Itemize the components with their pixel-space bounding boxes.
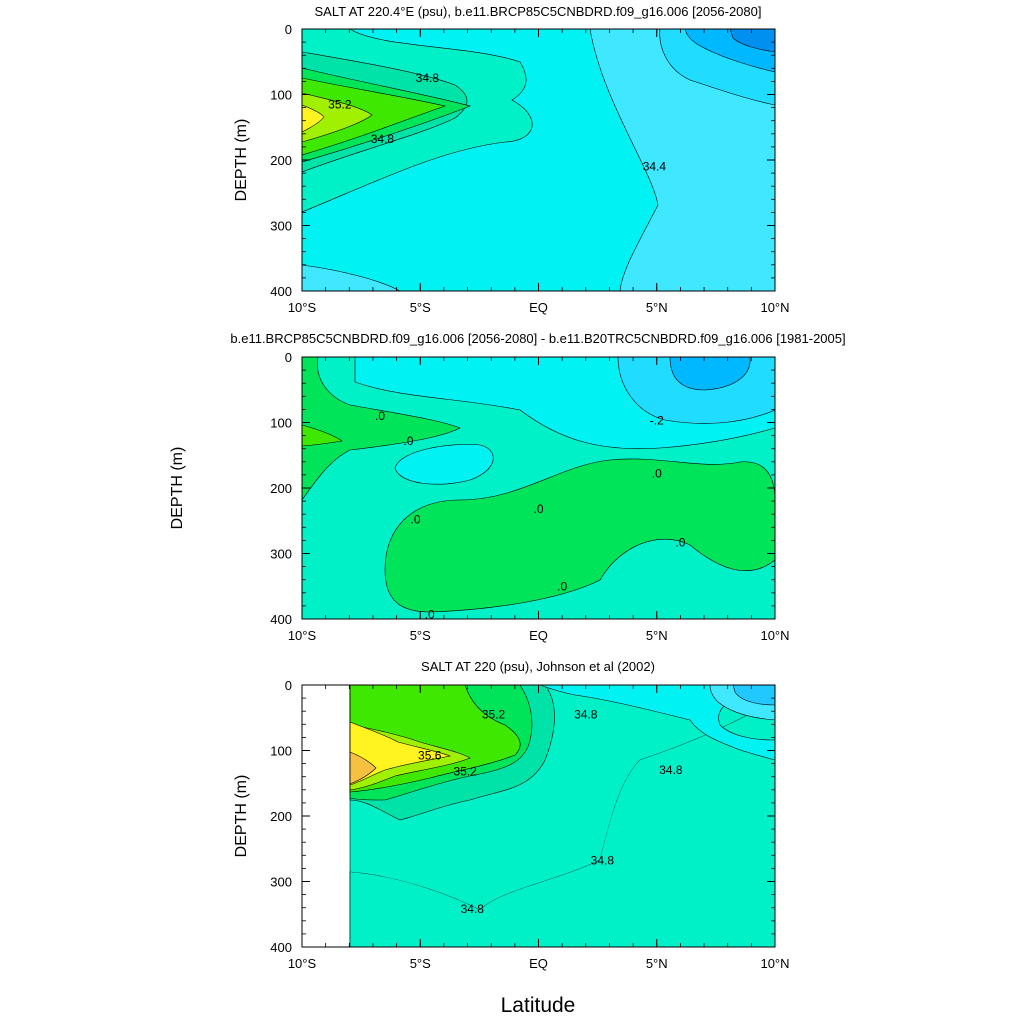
panel-1-ticks: 10°S 5°S EQ 5°N 10°N 0 100 200 300 400	[270, 22, 789, 315]
contour-label: 34.8	[371, 132, 395, 146]
contour-label: .0	[411, 512, 421, 526]
panel-3-contour-labels: 35.2 34.8 35.6 35.2 34.8 34.8 34.8	[418, 707, 683, 916]
y-tick-label: 400	[270, 940, 292, 955]
contour-label: 35.2	[482, 707, 506, 721]
panel-3-title: SALT AT 220 (psu), Johnson et al (2002)	[421, 659, 655, 674]
contour-label: .0	[557, 579, 567, 593]
panel-2-contour-labels: .0 .0 -.2 .0 .0 .0 .0 .0 .0	[375, 409, 686, 621]
y-tick-label: 100	[270, 744, 292, 759]
panel-2-title: b.e11.BRCP85C5CNBDRD.f09_g16.006 [2056-2…	[230, 331, 845, 346]
panel-2-contours: .0 .0 -.2 .0 .0 .0 .0 .0 .0	[302, 357, 775, 621]
contour-label: 34.8	[461, 902, 485, 916]
x-tick-label: 10°S	[288, 300, 317, 315]
contour-label: 35.2	[328, 97, 352, 111]
contour-label: 34.8	[574, 707, 598, 721]
y-tick-label: 200	[270, 809, 292, 824]
x-tick-label: 10°N	[760, 956, 789, 971]
x-tick-label: 5°N	[646, 300, 668, 315]
contour-label: .0	[375, 409, 385, 423]
x-tick-label: 5°S	[410, 300, 431, 315]
panel-1-contours: 34.8 35.2 34.8 34.4	[302, 29, 775, 291]
x-tick-label: 5°S	[410, 956, 431, 971]
y-tick-label: 300	[270, 875, 292, 890]
y-tick-label: 200	[270, 481, 292, 496]
x-tick-label: EQ	[529, 956, 548, 971]
panel-1: SALT AT 220.4°E (psu), b.e11.BRCP85C5CNB…	[233, 4, 790, 315]
x-tick-label: 5°S	[410, 628, 431, 643]
contour-label: 35.2	[454, 764, 478, 778]
y-tick-label: 400	[270, 284, 292, 299]
x-tick-label: 10°N	[760, 628, 789, 643]
contour-label: .0	[403, 434, 413, 448]
y-tick-label: 100	[270, 88, 292, 103]
contour-label: .0	[533, 502, 543, 516]
contour-label: 34.8	[591, 854, 615, 868]
panel-2-y-axis-label: DEPTH (m)	[169, 447, 186, 530]
x-tick-label: EQ	[529, 300, 548, 315]
panel-1-title: SALT AT 220.4°E (psu), b.e11.BRCP85C5CNB…	[315, 4, 762, 19]
x-tick-label: 10°S	[288, 956, 317, 971]
panel-2-ticks: 10°S 5°S EQ 5°N 10°N 0 100 200 300 400	[270, 350, 789, 643]
panel-3-y-axis-label: DEPTH (m)	[233, 775, 250, 858]
x-tick-label: 10°N	[760, 300, 789, 315]
x-tick-label: 5°N	[646, 628, 668, 643]
contour-label: -.2	[650, 414, 664, 428]
y-tick-label: 300	[270, 547, 292, 562]
contour-label: 34.8	[659, 763, 683, 777]
x-tick-label: EQ	[529, 628, 548, 643]
x-tick-label: 10°S	[288, 628, 317, 643]
contour-label: 34.4	[643, 160, 667, 174]
contour-label: 35.6	[418, 749, 442, 763]
contour-label: .0	[425, 607, 435, 621]
y-tick-label: 0	[285, 350, 292, 365]
panel-3-ticks: 10°S 5°S EQ 5°N 10°N 0 100 200 300 400	[270, 678, 789, 971]
y-tick-label: 100	[270, 416, 292, 431]
x-axis-label: Latitude	[501, 994, 576, 1017]
x-tick-label: 5°N	[646, 956, 668, 971]
y-tick-label: 300	[270, 219, 292, 234]
y-tick-label: 400	[270, 612, 292, 627]
contour-label: .0	[675, 535, 685, 549]
contour-label: 34.8	[416, 71, 440, 85]
panel-2: b.e11.BRCP85C5CNBDRD.f09_g16.006 [2056-2…	[169, 331, 846, 643]
y-tick-label: 0	[285, 678, 292, 693]
y-tick-label: 0	[285, 22, 292, 37]
panel-1-contour-labels: 34.8 35.2 34.8 34.4	[328, 71, 666, 173]
panel-1-y-axis-label: DEPTH (m)	[233, 119, 250, 202]
panel-3: SALT AT 220 (psu), Johnson et al (2002) …	[233, 659, 790, 971]
contour-label: .0	[652, 467, 662, 481]
y-tick-label: 200	[270, 153, 292, 168]
panel-3-contours: 35.2 34.8 35.6 35.2 34.8 34.8 34.8	[302, 685, 775, 947]
